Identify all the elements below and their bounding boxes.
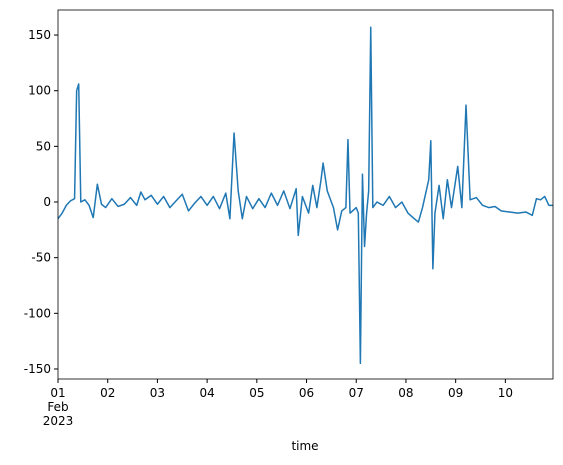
x-tick-label: 08 xyxy=(398,386,413,400)
x-tick-label: 10 xyxy=(498,386,513,400)
plot-frame xyxy=(57,9,554,380)
line xyxy=(57,26,553,365)
x-axis-label: time xyxy=(291,439,318,453)
x-tick-label: 03 xyxy=(150,386,165,400)
y-tick-label: 150 xyxy=(28,28,51,42)
y-tick-label: 50 xyxy=(36,139,51,153)
x-tick-label: 01 xyxy=(50,386,65,400)
x-tick-label: 07 xyxy=(349,386,364,400)
y-tick-label: 0 xyxy=(43,195,51,209)
y-tick-label: 100 xyxy=(28,84,51,98)
y-tick-label: -150 xyxy=(24,362,51,376)
x-tick-label: 09 xyxy=(448,386,463,400)
y-tick-label: -50 xyxy=(31,251,51,265)
x-tick-offset: Feb xyxy=(47,400,68,414)
x-tick-label: 06 xyxy=(299,386,314,400)
y-tick-label: -100 xyxy=(24,306,51,320)
x-tick-label: 04 xyxy=(199,386,214,400)
x-tick-label: 05 xyxy=(249,386,264,400)
x-tick-label: 02 xyxy=(100,386,115,400)
x-tick-offset: 2023 xyxy=(43,414,74,428)
